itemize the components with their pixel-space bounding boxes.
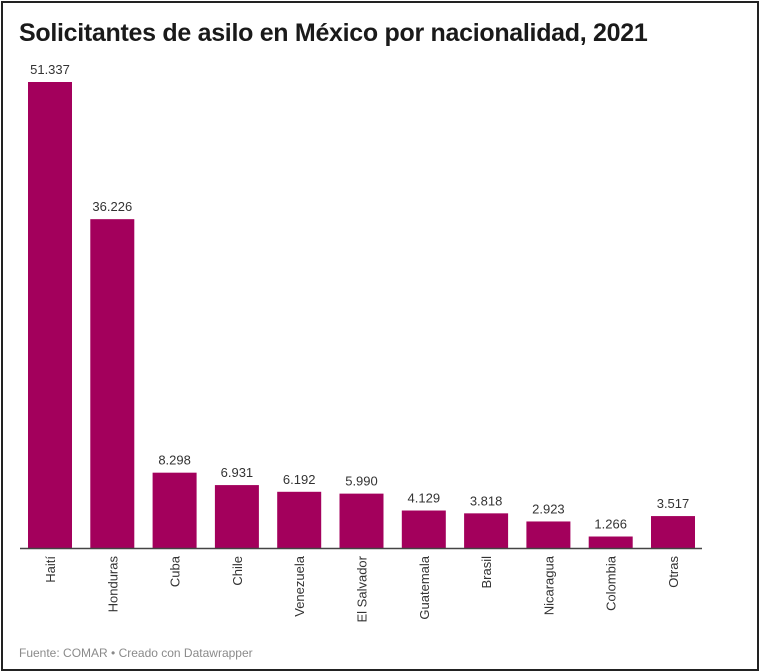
- category-label-9: Colombia: [604, 555, 619, 611]
- bar-10: [651, 516, 695, 548]
- value-label-10: 3.517: [657, 496, 690, 511]
- category-label-8: Nicaragua: [541, 555, 556, 615]
- value-label-6: 4.129: [408, 491, 441, 506]
- value-label-5: 5.990: [345, 474, 378, 489]
- bar-8: [526, 521, 571, 548]
- value-label-3: 6.931: [221, 465, 254, 480]
- bar-6: [401, 510, 446, 548]
- chart-footer: Fuente: COMAR • Creado con Datawrapper: [19, 646, 253, 660]
- bar-0: [28, 82, 72, 548]
- bar-9: [588, 536, 633, 548]
- chart-title: Solicitantes de asilo en México por naci…: [19, 19, 648, 47]
- category-label-5: El Salvador: [355, 555, 370, 622]
- bar-1: [90, 219, 135, 548]
- category-label-10: Otras: [666, 556, 681, 588]
- category-label-2: Cuba: [168, 555, 183, 587]
- category-label-6: Guatemala: [417, 555, 432, 619]
- category-label-3: Chile: [230, 556, 245, 586]
- bar-7: [464, 513, 509, 548]
- category-label-7: Brasil: [479, 556, 494, 589]
- category-label-0: Haití: [43, 556, 58, 583]
- value-label-0: 51.337: [30, 62, 70, 77]
- value-label-2: 8.298: [158, 453, 191, 468]
- value-label-8: 2.923: [532, 501, 565, 516]
- category-label-1: Honduras: [105, 556, 120, 613]
- bar-5: [339, 493, 384, 548]
- value-label-1: 36.226: [92, 199, 132, 214]
- bar-4: [277, 491, 322, 548]
- value-label-4: 6.192: [283, 472, 316, 487]
- value-label-7: 3.818: [470, 493, 503, 508]
- bar-3: [214, 485, 259, 548]
- bar-2: [152, 472, 197, 548]
- category-label-4: Venezuela: [292, 555, 307, 616]
- value-label-9: 1.266: [594, 517, 627, 532]
